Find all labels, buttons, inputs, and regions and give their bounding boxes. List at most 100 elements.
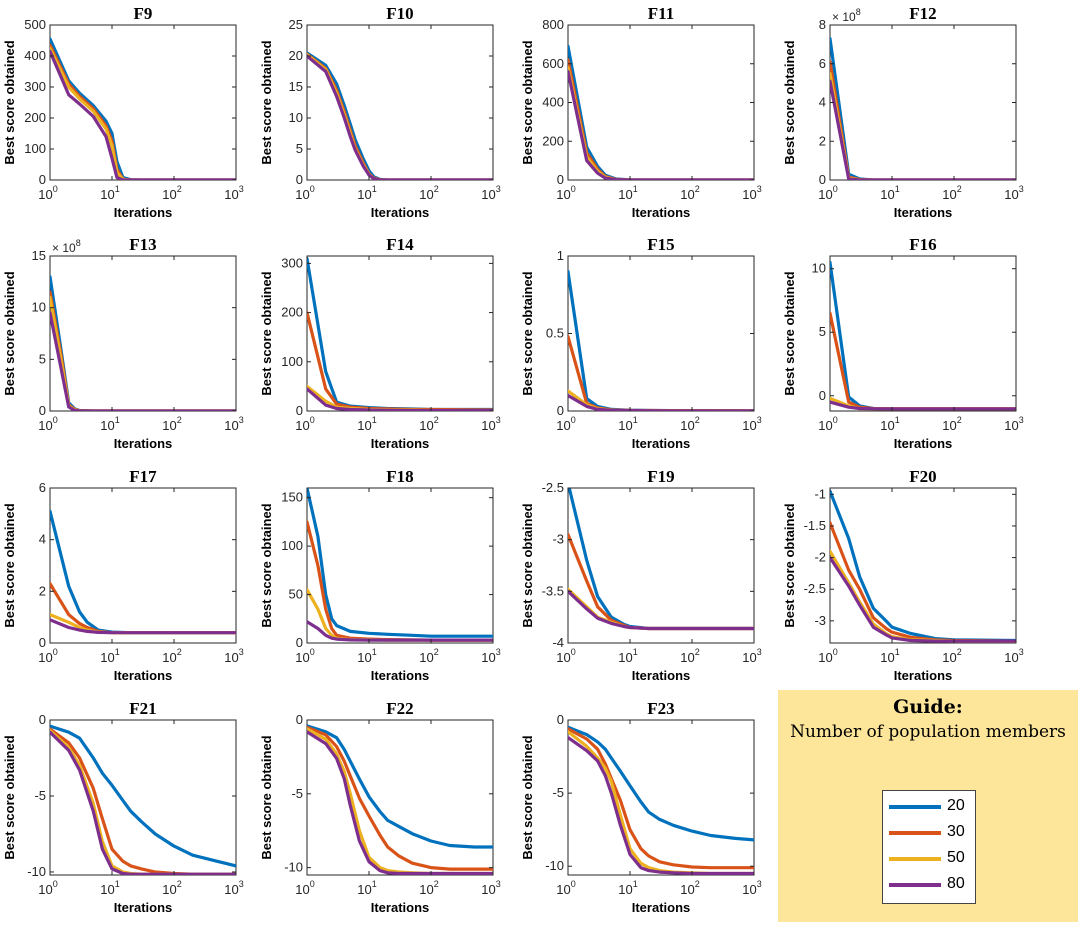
y-tick-label: -3.5 xyxy=(542,583,564,598)
x-tick-label: 101 xyxy=(100,184,119,202)
legend-item-20: 20 xyxy=(883,795,977,819)
x-tick-label: 103 xyxy=(224,647,243,665)
x-tick-label: 102 xyxy=(419,184,438,202)
y-exponent-label: × 108 xyxy=(52,238,81,255)
plot-title: F23 xyxy=(647,699,674,718)
y-tick-label: 50 xyxy=(289,587,303,602)
x-tick-exponent: 3 xyxy=(496,415,501,425)
x-tick-label: 103 xyxy=(481,415,500,433)
x-tick-label: 102 xyxy=(942,184,961,202)
y-tick-label: -3 xyxy=(552,532,564,547)
x-tick-label: 103 xyxy=(742,879,761,897)
guide-title: Guide: xyxy=(893,696,963,718)
y-tick-label: 0 xyxy=(39,403,46,418)
x-tick-label: 103 xyxy=(1004,647,1023,665)
y-tick-label: 200 xyxy=(542,133,564,148)
y-tick-label: 0.5 xyxy=(546,326,564,341)
x-tick-label: 101 xyxy=(100,415,119,433)
x-tick-exponent: 0 xyxy=(310,879,315,889)
axes-box xyxy=(829,255,1017,412)
x-tick-label: 102 xyxy=(680,647,699,665)
y-tick-label: 10 xyxy=(812,261,826,276)
x-tick-exponent: 2 xyxy=(434,415,439,425)
y-tick-label: 0 xyxy=(39,635,46,650)
y-tick-label: -2 xyxy=(814,550,826,565)
series-line-80 xyxy=(307,730,493,875)
y-tick-label: 400 xyxy=(24,48,46,63)
x-tick-exponent: 3 xyxy=(239,879,244,889)
y-exponent-label: × 108 xyxy=(832,7,861,24)
x-tick-exponent: 2 xyxy=(957,415,962,425)
series-line-30 xyxy=(568,727,754,870)
x-tick-exponent: 3 xyxy=(1019,647,1024,657)
x-tick-label: 102 xyxy=(942,647,961,665)
y-tick-label: 200 xyxy=(24,110,46,125)
y-tick-label: 5 xyxy=(296,141,303,156)
x-axis-label: Iterations xyxy=(371,900,430,915)
y-tick-label: 300 xyxy=(281,255,303,270)
series-line-80 xyxy=(830,79,1016,180)
x-tick-label: 102 xyxy=(419,415,438,433)
x-axis-label: Iterations xyxy=(632,436,691,451)
x-tick-exponent: 2 xyxy=(177,184,182,194)
x-tick-exponent: 2 xyxy=(695,415,700,425)
series-line-30 xyxy=(307,725,493,871)
y-axis-label: Best score obtained xyxy=(259,271,274,395)
x-tick-label: 102 xyxy=(680,415,699,433)
x-tick-label: 103 xyxy=(742,184,761,202)
y-tick-label: -4 xyxy=(552,635,564,650)
y-tick-label: 20 xyxy=(289,48,303,63)
x-tick-exponent: 3 xyxy=(239,647,244,657)
y-tick-label: 6 xyxy=(39,480,46,495)
x-tick-label: 102 xyxy=(942,415,961,433)
y-tick-label: 0 xyxy=(296,712,303,727)
x-tick-exponent: 1 xyxy=(372,184,377,194)
x-tick-exponent: 0 xyxy=(53,647,58,657)
series-line-80 xyxy=(568,393,754,411)
x-tick-exponent: 1 xyxy=(372,647,377,657)
y-axis-label: Best score obtained xyxy=(2,503,17,627)
x-axis-label: Iterations xyxy=(894,205,953,220)
series-line-80 xyxy=(307,620,493,642)
x-tick-exponent: 0 xyxy=(571,184,576,194)
x-axis-label: Iterations xyxy=(114,900,173,915)
y-tick-label: -3 xyxy=(814,613,826,628)
y-tick-label: -10 xyxy=(284,860,303,875)
plot-title: F12 xyxy=(909,4,936,23)
x-tick-label: 101 xyxy=(880,415,899,433)
x-tick-exponent: 2 xyxy=(957,184,962,194)
series-line-80 xyxy=(568,69,754,180)
x-tick-label: 101 xyxy=(880,184,899,202)
y-tick-label: 0 xyxy=(296,172,303,187)
plot-title: F16 xyxy=(909,235,936,254)
y-tick-label: 0 xyxy=(557,712,564,727)
x-tick-exponent: 1 xyxy=(633,415,638,425)
series-line-80 xyxy=(307,54,493,180)
y-tick-label: -1 xyxy=(814,486,826,501)
x-tick-exponent: 3 xyxy=(239,415,244,425)
series-line-80 xyxy=(568,589,754,631)
x-tick-exponent: 3 xyxy=(757,184,762,194)
y-tick-label: 4 xyxy=(819,95,826,110)
x-axis-label: Iterations xyxy=(632,205,691,220)
plot-f10: 100 101 102 1030510152025F10IterationsBest … xyxy=(259,4,501,220)
x-tick-exponent: 2 xyxy=(434,647,439,657)
legend-item-30: 30 xyxy=(883,821,977,845)
x-tick-label: 102 xyxy=(680,184,699,202)
x-tick-exponent: 0 xyxy=(53,184,58,194)
legend-label-50: 50 xyxy=(947,849,965,866)
plot-title: F19 xyxy=(647,467,674,486)
x-tick-exponent: 2 xyxy=(177,647,182,657)
y-tick-label: 150 xyxy=(281,490,303,505)
y-tick-label: 100 xyxy=(281,538,303,553)
x-axis-label: Iterations xyxy=(894,436,953,451)
x-tick-label: 101 xyxy=(618,647,637,665)
y-tick-label: -10 xyxy=(545,858,564,873)
x-tick-exponent: 0 xyxy=(310,415,315,425)
x-tick-exponent: 2 xyxy=(434,184,439,194)
x-tick-exponent: 0 xyxy=(833,647,838,657)
y-exponent-power: 8 xyxy=(856,7,861,17)
x-tick-exponent: 3 xyxy=(496,879,501,889)
